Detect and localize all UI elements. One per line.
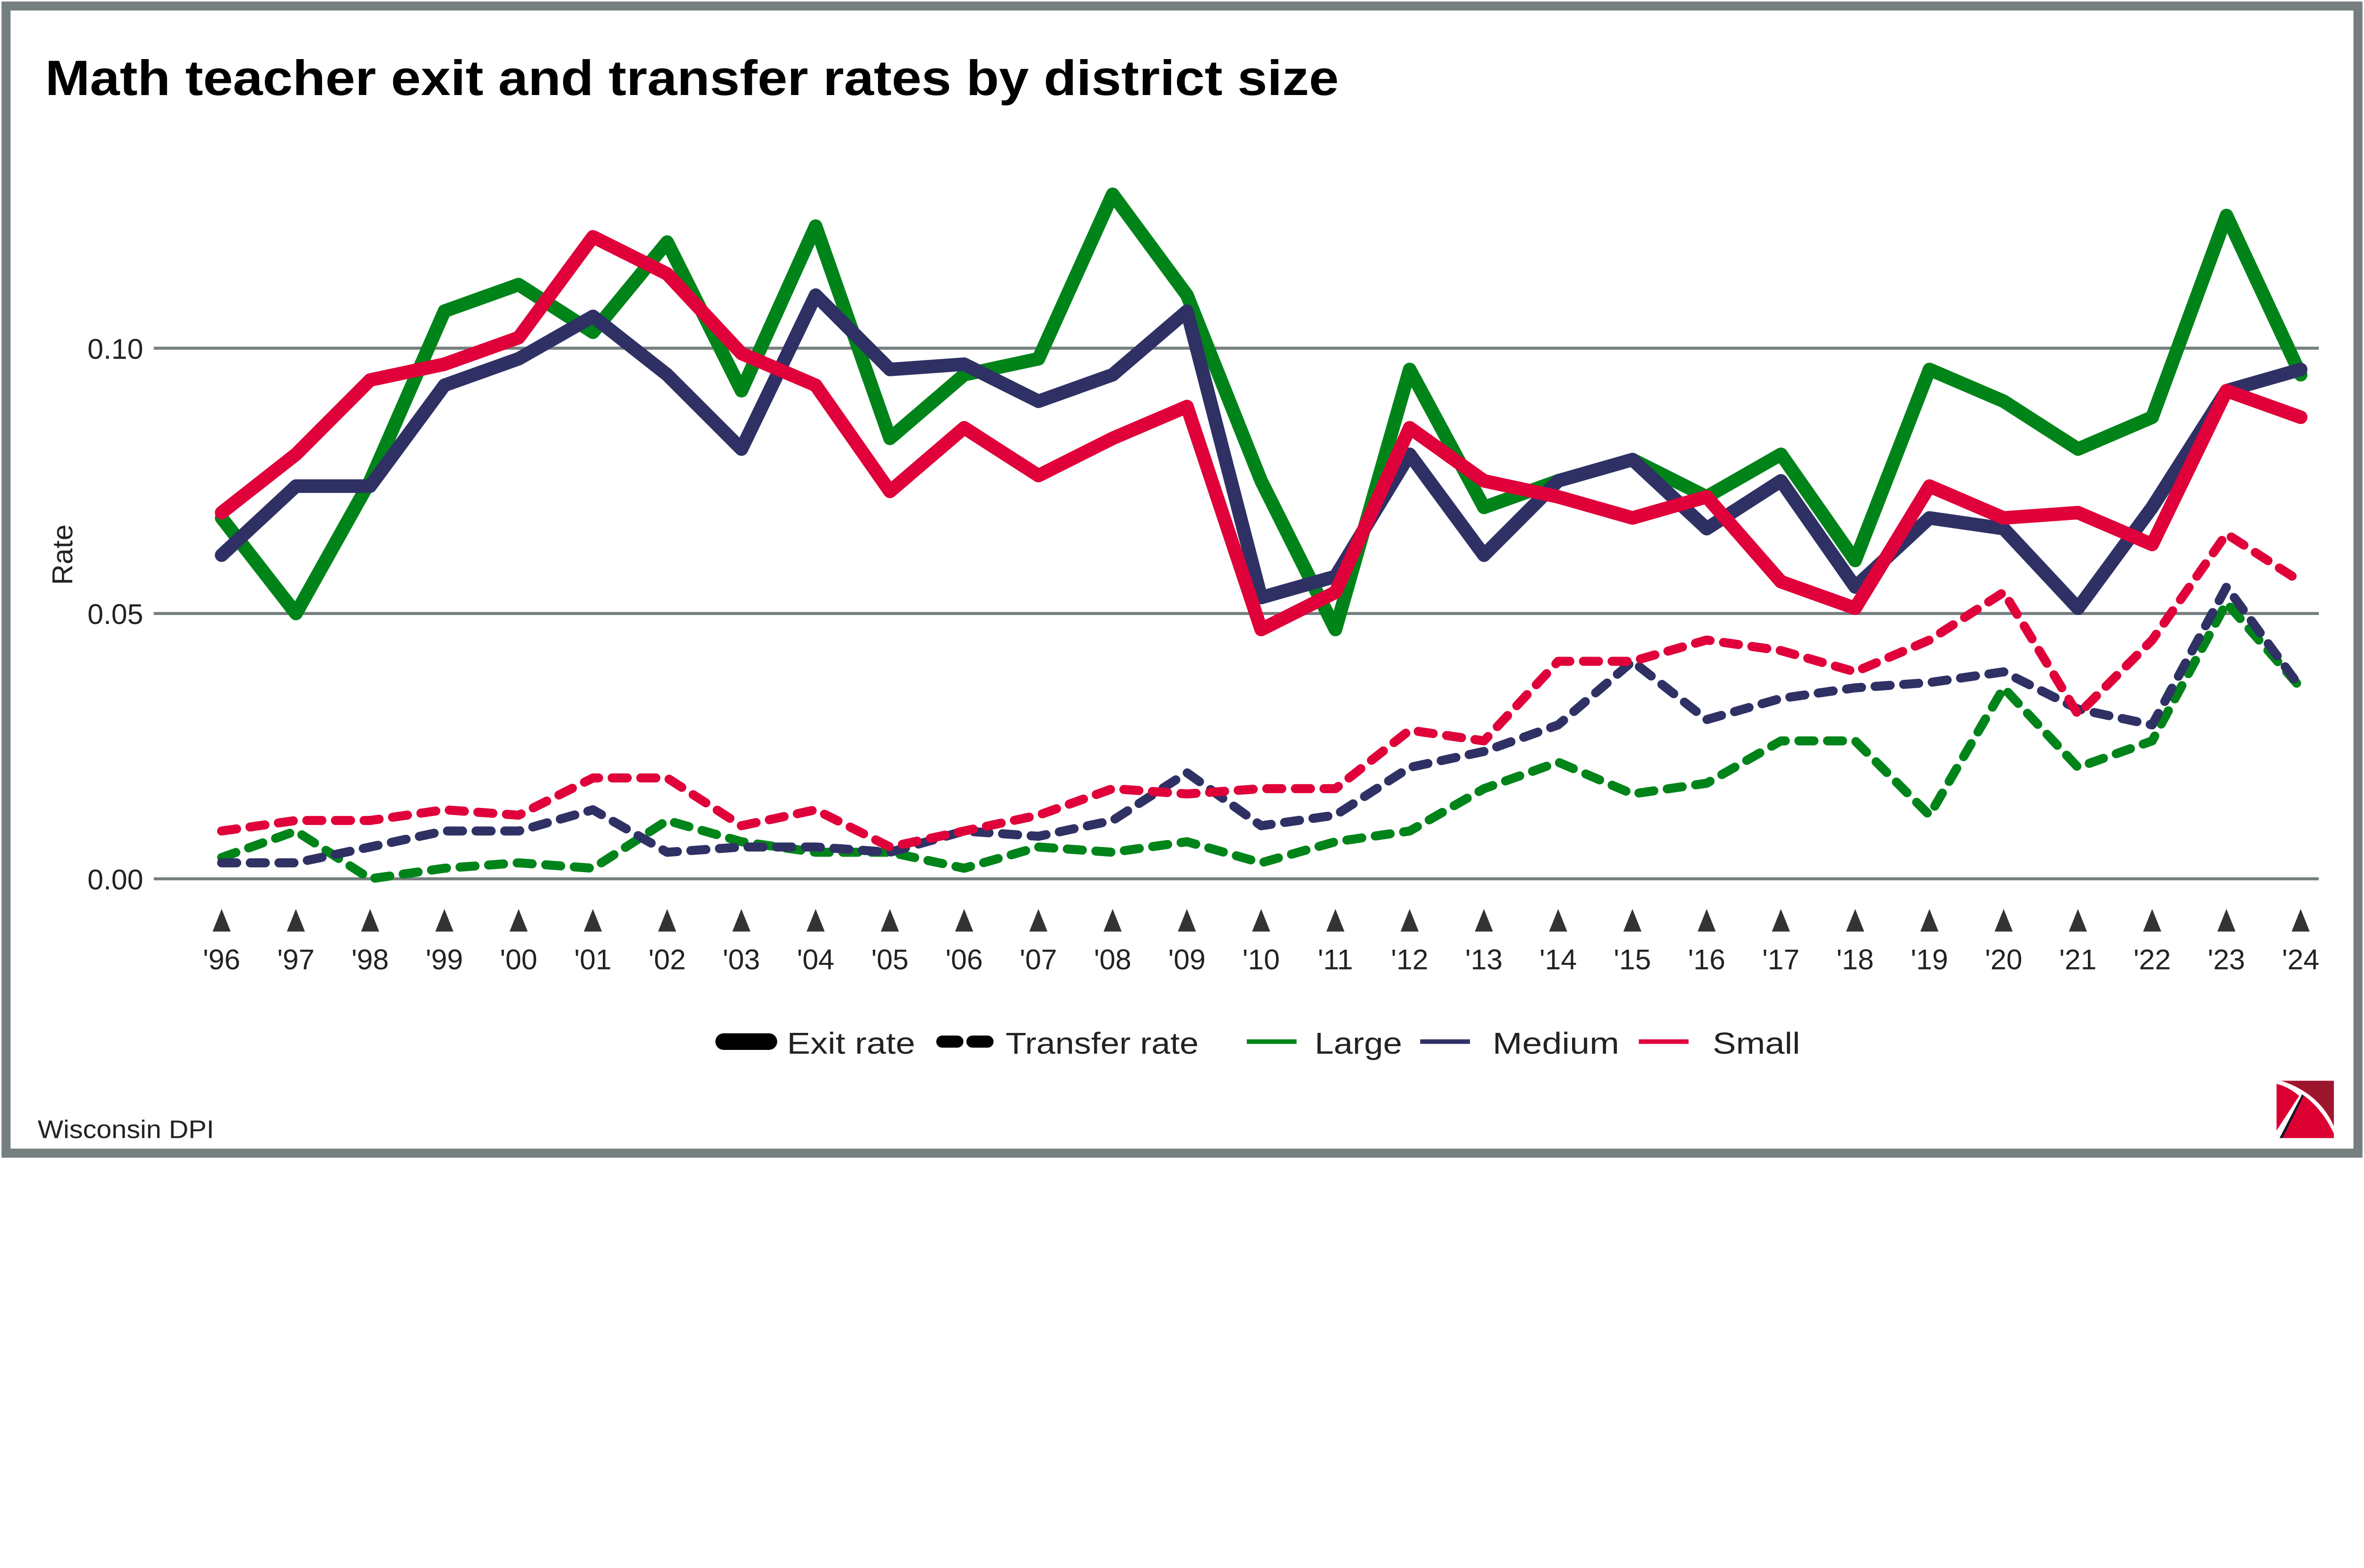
dpi-logo xyxy=(2277,1081,2334,1138)
x-tick-label: '15 xyxy=(1614,943,1651,975)
x-tick-label: '23 xyxy=(2208,943,2245,975)
x-tick-label: '21 xyxy=(2059,943,2096,975)
series-large-transfer-line xyxy=(217,598,2305,884)
x-tick-marker xyxy=(2217,909,2236,932)
x-tick-label: '00 xyxy=(500,943,537,975)
legend-large-label: Large xyxy=(1315,1026,1402,1060)
frame xyxy=(1,1,2363,1158)
x-tick-marker xyxy=(1178,909,1196,932)
x-tick-marker xyxy=(732,909,751,932)
x-tick-label: '14 xyxy=(1539,943,1577,975)
x-tick-marker xyxy=(1697,909,1716,932)
legend-small-label: Small xyxy=(1712,1026,1800,1060)
legend-medium-label: Medium xyxy=(1493,1026,1619,1060)
x-tick-marker xyxy=(1104,909,1122,932)
source-label: Wisconsin DPI xyxy=(38,1116,214,1144)
y-tick-label: 0.00 xyxy=(87,863,143,895)
y-axis-label: Rate xyxy=(46,524,78,585)
x-tick-label: '24 xyxy=(2282,943,2320,975)
x-tick-marker xyxy=(1326,909,1345,932)
x-tick-marker xyxy=(1252,909,1270,932)
x-tick-marker xyxy=(2143,909,2162,932)
y-tick-label: 0.10 xyxy=(87,333,143,365)
x-tick-marker xyxy=(658,909,677,932)
x-tick-marker xyxy=(435,909,454,932)
x-tick-marker xyxy=(1920,909,1938,932)
chart-title: Math teacher exit and transfer rates by … xyxy=(45,51,1339,106)
legend-exit-label: Exit rate xyxy=(787,1026,915,1060)
x-tick-marker xyxy=(287,909,305,932)
x-tick-marker xyxy=(1400,909,1419,932)
x-tick-marker xyxy=(1994,909,2013,932)
x-tick-label: '03 xyxy=(723,943,760,975)
x-tick-label: '98 xyxy=(351,943,389,975)
x-tick-marker xyxy=(1475,909,1493,932)
x-tick-marker xyxy=(509,909,528,932)
gridlines xyxy=(154,347,2319,881)
x-tick-marker xyxy=(806,909,825,932)
x-tick-marker xyxy=(881,909,899,932)
x-tick-marker xyxy=(583,909,602,932)
x-tick-label: '05 xyxy=(871,943,909,975)
x-tick-label: '06 xyxy=(946,943,983,975)
x-tick-label: '01 xyxy=(574,943,612,975)
x-tick-marker xyxy=(1772,909,1790,932)
series-small-exit-line xyxy=(215,230,2308,636)
series-lines xyxy=(215,187,2308,884)
x-tick-marker xyxy=(1549,909,1567,932)
legend: Exit rate Transfer rate Large Medium Sma… xyxy=(715,1026,1800,1060)
x-tick-label: '16 xyxy=(1688,943,1725,975)
x-tick-label: '17 xyxy=(1762,943,1799,975)
x-tick-label: '96 xyxy=(203,943,240,975)
x-tick-label: '02 xyxy=(649,943,686,975)
x-tick-label: '10 xyxy=(1243,943,1280,975)
x-tick-label: '99 xyxy=(426,943,463,975)
x-tick-label: '12 xyxy=(1391,943,1428,975)
x-tick-label: '18 xyxy=(1836,943,1874,975)
chart: Math teacher exit and transfer rates by … xyxy=(1,1,2363,1158)
x-tick-label: '11 xyxy=(1318,943,1353,975)
y-tick-label: 0.05 xyxy=(87,598,143,630)
x-tick-marker xyxy=(212,909,231,932)
x-tick-label: '97 xyxy=(277,943,314,975)
x-tick-marker xyxy=(2291,909,2310,932)
x-tick-labels: '96 '97 '98 '99 '00 '01 '02 '03 '04 '05 '06 '07 '08 '… xyxy=(203,909,2320,975)
x-tick-label: '13 xyxy=(1465,943,1503,975)
x-tick-label: '20 xyxy=(1985,943,2022,975)
x-tick-label: '22 xyxy=(2133,943,2171,975)
x-tick-label: '09 xyxy=(1168,943,1206,975)
x-tick-marker xyxy=(955,909,973,932)
x-tick-marker xyxy=(1029,909,1048,932)
series-small-transfer-line xyxy=(217,529,2305,852)
series-medium-transfer-line xyxy=(217,582,2305,867)
x-tick-label: '07 xyxy=(1020,943,1057,975)
series-large-exit-line xyxy=(215,187,2308,636)
x-tick-label: '19 xyxy=(1911,943,1948,975)
x-tick-marker xyxy=(2068,909,2087,932)
x-tick-label: '08 xyxy=(1094,943,1131,975)
series-medium-exit-line xyxy=(215,288,2308,615)
y-tick-labels: 0.00 0.05 0.10 xyxy=(87,333,143,895)
x-tick-marker xyxy=(1846,909,1864,932)
x-tick-marker xyxy=(361,909,379,932)
x-tick-label: '04 xyxy=(797,943,834,975)
legend-transfer-label: Transfer rate xyxy=(1006,1026,1199,1060)
x-tick-marker xyxy=(1623,909,1642,932)
